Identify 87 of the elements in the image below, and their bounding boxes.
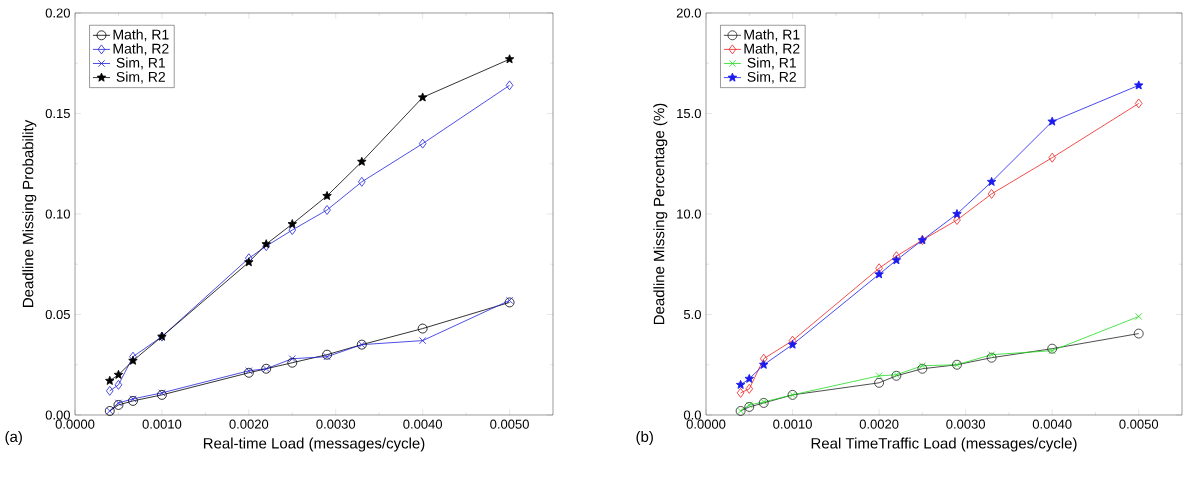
- point: [1047, 343, 1058, 354]
- y-axis-title: Deadline Missing Probability: [22, 119, 37, 307]
- point: [1134, 98, 1143, 109]
- legend-label: Sim, R2: [747, 71, 796, 84]
- x-tick-label: 0.0010: [142, 419, 182, 429]
- point: [1135, 312, 1143, 321]
- y-tick-label: 15.0: [677, 108, 701, 119]
- point: [736, 387, 745, 398]
- x-tick-label: 0.0030: [946, 419, 986, 429]
- point: [287, 219, 297, 229]
- point: [917, 363, 928, 374]
- legend-label: Math, R2: [744, 43, 800, 56]
- point: [505, 296, 514, 304]
- point: [988, 351, 996, 359]
- point: [417, 323, 428, 334]
- point: [745, 383, 754, 394]
- y-axis-title: Deadline Missing Percentage (%): [653, 103, 668, 325]
- point: [504, 297, 515, 308]
- y-tick-label: 0.00: [45, 410, 70, 420]
- point: [114, 379, 123, 390]
- text: (b): [636, 431, 653, 445]
- point: [918, 362, 926, 370]
- x-tick-label: 0.0040: [403, 419, 443, 429]
- point: [287, 357, 298, 368]
- x-tick-label: 0.0030: [316, 419, 356, 429]
- point: [105, 375, 115, 385]
- y-tick-label: 0.15: [45, 108, 70, 119]
- point: [323, 353, 331, 361]
- x-tick-label: 0.0050: [1119, 419, 1159, 429]
- point: [288, 225, 297, 235]
- point: [875, 372, 883, 380]
- point: [419, 337, 427, 345]
- x-tick-label: 0.0040: [1032, 419, 1072, 429]
- legend-label: Math, R1: [744, 29, 800, 42]
- point: [1048, 152, 1056, 163]
- point: [417, 92, 428, 102]
- legend-label: Sim, R2: [116, 71, 166, 84]
- point: [358, 176, 366, 187]
- point: [987, 188, 996, 199]
- point: [505, 80, 514, 91]
- x-axis-title: Real-time Load (messages/cycle): [203, 437, 425, 452]
- point: [504, 54, 515, 64]
- point: [357, 156, 367, 166]
- point: [953, 215, 961, 225]
- legend-label: Math, R2: [113, 43, 169, 56]
- y-tick-label: 5.0: [683, 309, 701, 320]
- point: [322, 191, 332, 200]
- point: [952, 209, 962, 219]
- legend-label: Sim, R1: [116, 57, 166, 70]
- point: [1134, 80, 1144, 90]
- x-tick-label: 0.0050: [490, 419, 529, 429]
- point: [874, 269, 884, 279]
- point: [128, 355, 138, 365]
- x-axis-title: Real TimeTraffic Load (messages/cycle): [811, 437, 1077, 452]
- y-tick-label: 20.0: [676, 8, 701, 18]
- point: [288, 355, 296, 363]
- x-tick-label: 0.0020: [859, 419, 899, 429]
- point: [891, 255, 902, 265]
- point: [106, 385, 114, 396]
- y-tick-label: 0.20: [45, 8, 70, 18]
- y-tick-label: 0.05: [45, 309, 70, 320]
- text: (a): [5, 431, 22, 445]
- y-tick-label: 0.10: [45, 209, 70, 219]
- point: [113, 369, 124, 379]
- point: [1047, 116, 1057, 126]
- point: [735, 379, 746, 389]
- point: [787, 339, 798, 349]
- point: [986, 176, 997, 186]
- point: [244, 257, 254, 267]
- legend-label: Sim, R1: [747, 57, 796, 70]
- x-tick-label: 0.0020: [229, 419, 269, 429]
- point: [418, 138, 427, 149]
- point: [874, 377, 884, 388]
- point: [322, 349, 332, 360]
- y-tick-label: 10.0: [677, 209, 701, 219]
- x-tick-label: 0.0010: [773, 419, 812, 429]
- point: [1048, 347, 1056, 355]
- point: [744, 373, 754, 383]
- point: [1133, 328, 1144, 339]
- y-tick-label: 0.0: [683, 410, 701, 420]
- point: [323, 205, 331, 215]
- point: [759, 353, 768, 364]
- x-tick-label: 0.0000: [55, 419, 95, 429]
- point: [986, 352, 997, 363]
- x-tick-label: 0.0000: [686, 419, 726, 429]
- point: [759, 359, 769, 369]
- legend-label: Math, R1: [113, 29, 169, 42]
